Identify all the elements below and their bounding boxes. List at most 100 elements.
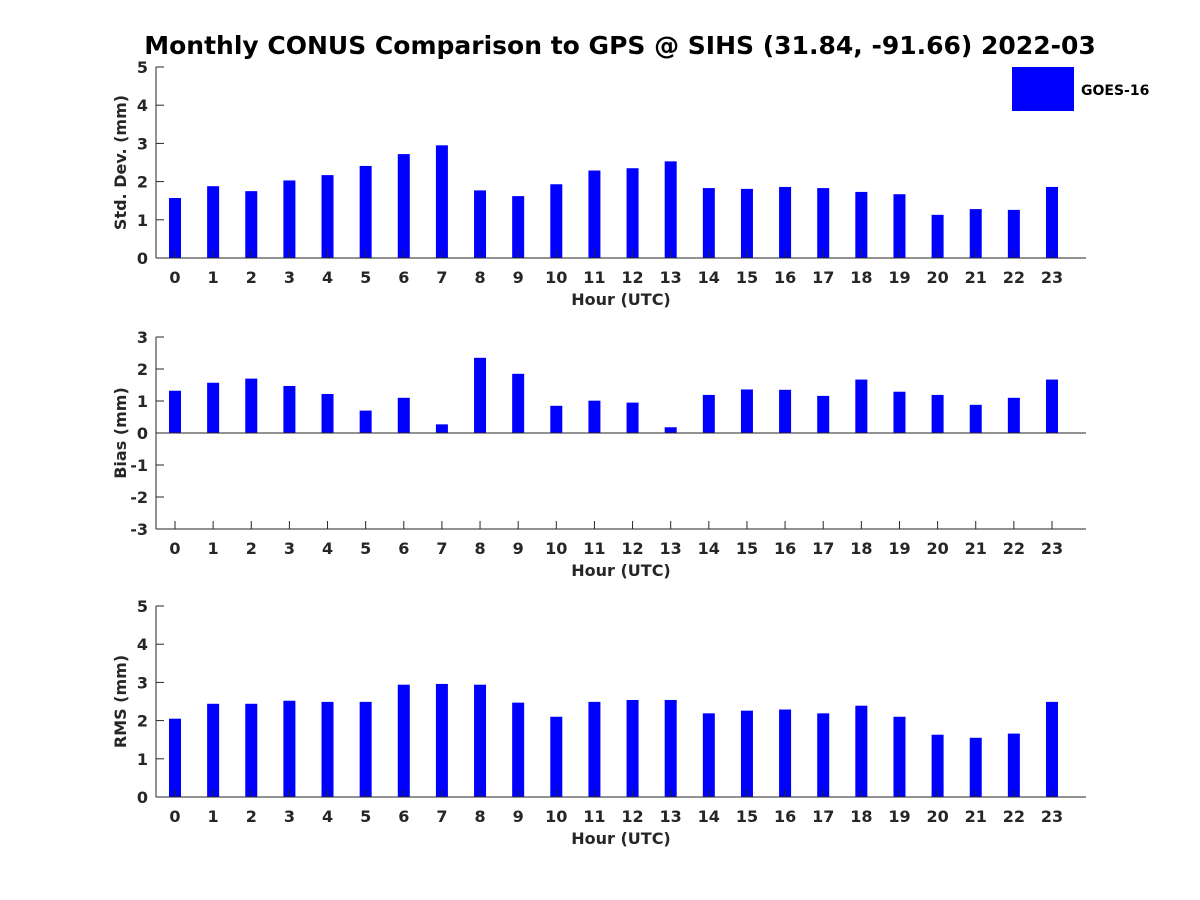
y-tick-label: 1 xyxy=(137,750,148,769)
x-tick-label: 12 xyxy=(621,268,643,287)
y-tick-label: 0 xyxy=(137,249,148,268)
bar-hour-6 xyxy=(397,684,410,797)
bar-hour-12 xyxy=(626,168,639,258)
bar-hour-23 xyxy=(1045,701,1058,797)
bar-hour-10 xyxy=(550,405,563,433)
bar-hour-1 xyxy=(207,382,220,433)
x-tick-label: 11 xyxy=(583,268,605,287)
x-tick-label: 17 xyxy=(812,539,834,558)
x-tick-label: 18 xyxy=(850,539,872,558)
x-tick-label: 7 xyxy=(436,268,447,287)
y-tick-label: 2 xyxy=(137,173,148,192)
x-tick-label: 0 xyxy=(169,807,180,826)
x-axis-label: Hour (UTC) xyxy=(571,561,671,580)
y-tick-label: 2 xyxy=(137,712,148,731)
bar-hour-22 xyxy=(1007,209,1020,258)
x-tick-label: 19 xyxy=(888,807,910,826)
bar-hour-17 xyxy=(817,188,830,258)
y-tick-label: 4 xyxy=(137,96,148,115)
x-tick-label: 1 xyxy=(208,807,219,826)
x-axis-label: Hour (UTC) xyxy=(571,290,671,309)
x-tick-label: 8 xyxy=(474,268,485,287)
legend-swatch-goes-16 xyxy=(1012,67,1074,111)
y-axis-label: RMS (mm) xyxy=(111,655,130,748)
bar-hour-20 xyxy=(931,734,944,797)
x-tick-label: 8 xyxy=(474,807,485,826)
x-tick-label: 7 xyxy=(436,539,447,558)
y-tick-label: -2 xyxy=(130,488,148,507)
x-tick-label: 10 xyxy=(545,539,567,558)
x-tick-label: 14 xyxy=(698,539,720,558)
bar-hour-11 xyxy=(588,701,601,797)
x-tick-label: 13 xyxy=(660,268,682,287)
x-tick-label: 8 xyxy=(474,539,485,558)
x-tick-label: 22 xyxy=(1003,807,1025,826)
bar-hour-10 xyxy=(550,716,563,797)
bar-hour-9 xyxy=(512,196,525,258)
chart-title: Monthly CONUS Comparison to GPS @ SIHS (… xyxy=(144,31,1096,60)
x-tick-label: 0 xyxy=(169,268,180,287)
bar-hour-13 xyxy=(664,699,677,797)
x-tick-label: 18 xyxy=(850,807,872,826)
y-tick-label: 3 xyxy=(137,134,148,153)
bar-hour-20 xyxy=(931,214,944,258)
x-tick-label: 20 xyxy=(926,268,948,287)
bar-hour-8 xyxy=(474,190,487,258)
bar-hour-15 xyxy=(740,188,753,258)
x-tick-label: 23 xyxy=(1041,539,1063,558)
x-tick-label: 15 xyxy=(736,807,758,826)
x-tick-label: 0 xyxy=(169,539,180,558)
x-tick-label: 21 xyxy=(965,539,987,558)
bar-hour-3 xyxy=(283,700,296,797)
bar-hour-18 xyxy=(855,379,868,433)
bar-hour-14 xyxy=(702,188,715,258)
bar-hour-20 xyxy=(931,394,944,433)
bar-hour-11 xyxy=(588,400,601,433)
bar-hour-5 xyxy=(359,165,372,258)
x-tick-label: 9 xyxy=(513,807,524,826)
x-tick-label: 14 xyxy=(698,807,720,826)
x-tick-label: 16 xyxy=(774,268,796,287)
y-tick-label: 5 xyxy=(137,58,148,77)
bar-hour-14 xyxy=(702,394,715,433)
x-tick-label: 12 xyxy=(621,807,643,826)
x-tick-label: 3 xyxy=(284,539,295,558)
y-axis-label: Bias (mm) xyxy=(111,387,130,479)
x-tick-label: 22 xyxy=(1003,539,1025,558)
bar-hour-5 xyxy=(359,701,372,797)
bar-hour-0 xyxy=(169,390,181,433)
bar-hour-11 xyxy=(588,170,601,258)
y-tick-label: 0 xyxy=(137,424,148,443)
bar-hour-2 xyxy=(245,191,258,258)
bar-hour-22 xyxy=(1007,397,1020,433)
bar-hour-22 xyxy=(1007,733,1020,797)
bar-hour-16 xyxy=(779,186,792,258)
x-tick-label: 12 xyxy=(621,539,643,558)
x-tick-label: 4 xyxy=(322,539,333,558)
bar-hour-3 xyxy=(283,180,296,258)
legend: GOES-16 xyxy=(1012,67,1149,111)
x-tick-label: 5 xyxy=(360,807,371,826)
x-tick-label: 5 xyxy=(360,539,371,558)
legend-label-goes-16: GOES-16 xyxy=(1081,83,1149,99)
x-tick-label: 6 xyxy=(398,539,409,558)
x-tick-label: 7 xyxy=(436,807,447,826)
x-tick-label: 20 xyxy=(926,807,948,826)
x-tick-label: 15 xyxy=(736,539,758,558)
bar-hour-3 xyxy=(283,385,296,433)
bar-hour-12 xyxy=(626,402,639,433)
x-tick-label: 13 xyxy=(660,807,682,826)
bar-hour-12 xyxy=(626,699,639,797)
y-tick-label: 0 xyxy=(137,788,148,807)
bar-hour-10 xyxy=(550,184,563,258)
x-tick-label: 19 xyxy=(888,539,910,558)
x-tick-label: 9 xyxy=(513,539,524,558)
bar-hour-16 xyxy=(779,709,792,797)
bar-hour-2 xyxy=(245,703,258,797)
bar-hour-23 xyxy=(1045,186,1058,258)
x-tick-label: 11 xyxy=(583,807,605,826)
x-tick-label: 15 xyxy=(736,268,758,287)
